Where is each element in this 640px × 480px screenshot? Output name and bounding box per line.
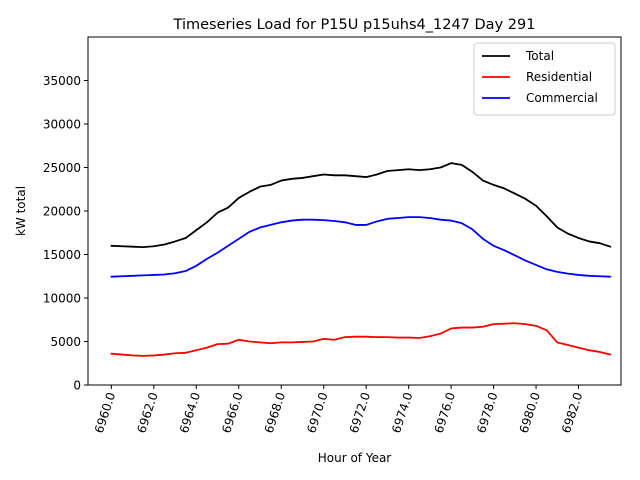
legend-label-residential: Residential — [526, 70, 592, 84]
y-tick-label: 20000 — [43, 205, 81, 219]
chart-title: Timeseries Load for P15U p15uhs4_1247 Da… — [173, 17, 536, 33]
legend-box — [473, 42, 616, 116]
y-tick-label: 10000 — [43, 292, 81, 306]
legend-label-commercial: Commercial — [526, 91, 598, 105]
y-tick-label: 25000 — [43, 161, 81, 175]
legend-label-total: Total — [525, 49, 554, 63]
series-line-commercial — [110, 216, 612, 278]
y-tick-label: 15000 — [43, 248, 81, 262]
y-tick-label: 0 — [73, 379, 81, 393]
legend: Total Residential Commercial — [473, 42, 616, 116]
series-line-residential — [110, 322, 612, 357]
series-line-total — [110, 162, 612, 249]
y-tick-label: 35000 — [43, 74, 81, 88]
y-axis-label: kW total — [14, 186, 28, 236]
series-lines — [110, 162, 612, 357]
y-tick-label: 5000 — [50, 335, 81, 349]
x-axis-label: Hour of Year — [318, 451, 392, 465]
y-tick-label: 30000 — [43, 118, 81, 132]
y-axis: 0 5000 10000 15000 20000 25000 30000 35000 — [43, 74, 88, 393]
